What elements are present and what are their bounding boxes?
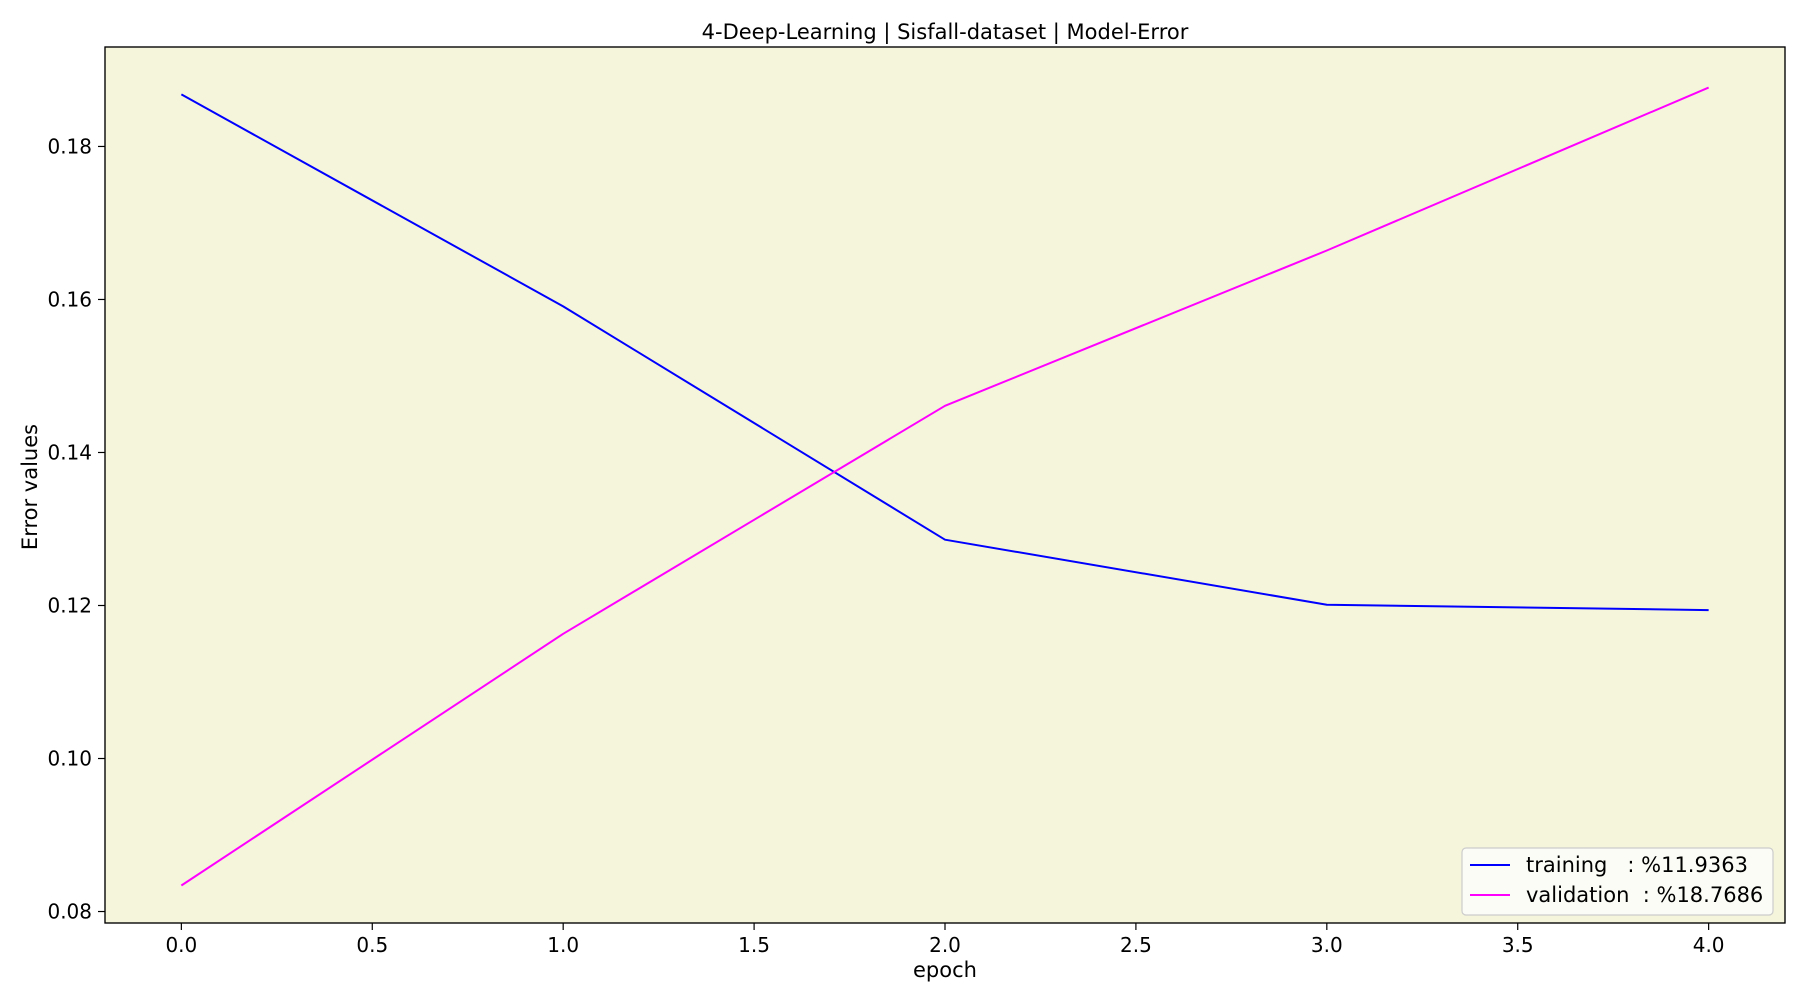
x-tick-label: 3.5 <box>1502 933 1534 957</box>
legend-box <box>1461 847 1774 916</box>
y-tick-label: 0.14 <box>47 440 92 464</box>
plot-area <box>104 46 1786 924</box>
y-tick-label: 0.10 <box>47 747 92 771</box>
validation-line <box>180 86 1710 887</box>
y-tick-label: 0.18 <box>47 134 92 158</box>
x-tick-label: 1.5 <box>738 933 770 957</box>
y-tick-label: 0.12 <box>47 593 92 617</box>
x-tick-label: 3.0 <box>1311 933 1343 957</box>
chart-title: 4-Deep-Learning | Sisfall-dataset | Mode… <box>702 20 1189 45</box>
y-axis-label: Error values <box>18 424 42 550</box>
plot-frame <box>104 46 1786 924</box>
legend-label-training: training : %11.9363 <box>1526 853 1748 877</box>
legend: training : %11.9363 validation : %18.768… <box>1461 847 1774 916</box>
x-tick-label: 2.0 <box>929 933 961 957</box>
x-axis: 0.0 0.5 1.0 1.5 2.0 2.5 3.0 3.5 4.0 <box>165 923 1725 957</box>
y-tick-label: 0.08 <box>47 900 92 924</box>
x-tick-label: 0.0 <box>165 933 197 957</box>
y-axis: 0.08 0.10 0.12 0.14 0.16 0.18 <box>47 134 105 924</box>
x-tick-label: 4.0 <box>1693 933 1725 957</box>
x-tick-label: 0.5 <box>356 933 388 957</box>
series-layer <box>180 86 1710 887</box>
x-axis-label: epoch <box>913 958 977 982</box>
legend-label-validation: validation : %18.7686 <box>1526 883 1763 907</box>
training-line <box>180 93 1709 612</box>
x-tick-label: 2.5 <box>1120 933 1152 957</box>
x-tick-label: 1.0 <box>547 933 579 957</box>
y-tick-label: 0.16 <box>47 287 92 311</box>
